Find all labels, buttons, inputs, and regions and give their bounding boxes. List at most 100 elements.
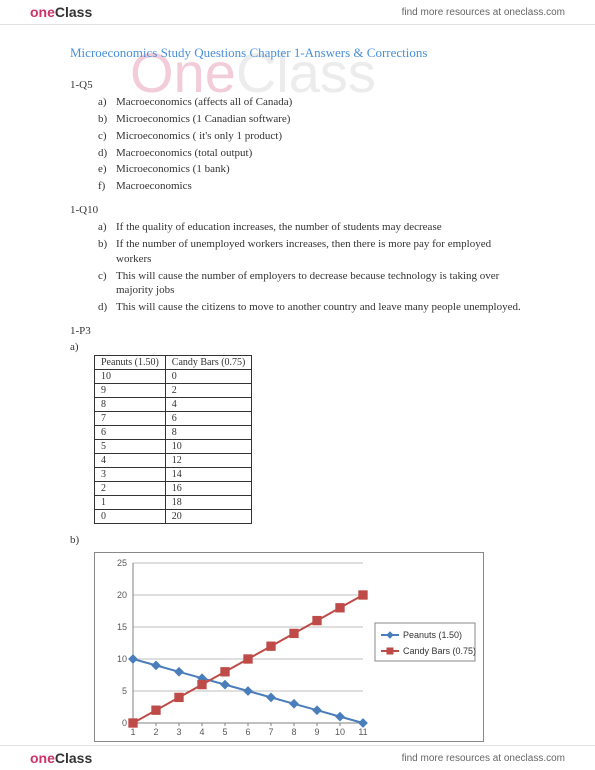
svg-text:6: 6 — [245, 727, 250, 737]
table-cell: 10 — [95, 370, 166, 384]
svg-text:5: 5 — [222, 727, 227, 737]
option-item: d)This will cause the citizens to move t… — [98, 300, 525, 315]
option-letter: c) — [98, 269, 116, 299]
option-letter: b) — [98, 237, 116, 267]
option-text: If the quality of education increases, t… — [116, 220, 442, 235]
logo-one-footer: one — [30, 750, 55, 766]
option-text: This will cause the number of employers … — [116, 269, 525, 299]
option-item: a)If the quality of education increases,… — [98, 220, 525, 235]
svg-text:10: 10 — [117, 654, 127, 664]
p3-a-label: a) — [70, 341, 94, 353]
table-header-cell: Candy Bars (0.75) — [165, 356, 252, 370]
svg-text:0: 0 — [122, 718, 127, 728]
p3-label: 1-P3 — [70, 325, 525, 337]
table-row: 020 — [95, 510, 252, 524]
option-item: c)This will cause the number of employer… — [98, 269, 525, 299]
table-cell: 18 — [165, 496, 252, 510]
table-cell: 0 — [165, 370, 252, 384]
table-row: 314 — [95, 468, 252, 482]
option-text: Macroeconomics (total output) — [116, 146, 252, 161]
table-cell: 5 — [95, 440, 166, 454]
option-item: d)Macroeconomics (total output) — [98, 146, 525, 161]
table-row: 100 — [95, 370, 252, 384]
option-text: Microeconomics (1 bank) — [116, 162, 230, 177]
table-cell: 7 — [95, 412, 166, 426]
table-cell: 3 — [95, 468, 166, 482]
table-cell: 20 — [165, 510, 252, 524]
option-text: If the number of unemployed workers incr… — [116, 237, 525, 267]
table-cell: 12 — [165, 454, 252, 468]
document-body: Microeconomics Study Questions Chapter 1… — [0, 25, 595, 752]
option-text: Microeconomics (1 Canadian software) — [116, 112, 290, 127]
option-letter: b) — [98, 112, 116, 127]
brand-logo: oneClass — [30, 4, 92, 20]
table-header-cell: Peanuts (1.50) — [95, 356, 166, 370]
option-item: b)Microeconomics (1 Canadian software) — [98, 112, 525, 127]
option-item: e)Microeconomics (1 bank) — [98, 162, 525, 177]
svg-text:20: 20 — [117, 590, 127, 600]
q10-options: a)If the quality of education increases,… — [98, 220, 525, 315]
table-cell: 2 — [95, 482, 166, 496]
table-row: 92 — [95, 384, 252, 398]
table-cell: 6 — [165, 412, 252, 426]
svg-text:4: 4 — [199, 727, 204, 737]
option-letter: e) — [98, 162, 116, 177]
table-cell: 4 — [165, 398, 252, 412]
option-letter: d) — [98, 300, 116, 315]
p3-chart: 0 5 10 15 20 25 1 2 3 4 5 6 7 8 9 10 11 Peanuts (1.50) Can… — [94, 552, 484, 742]
svg-text:5: 5 — [122, 686, 127, 696]
table-cell: 8 — [165, 426, 252, 440]
brand-logo-footer: oneClass — [30, 750, 92, 766]
svg-text:1: 1 — [130, 727, 135, 737]
option-item: f)Macroeconomics — [98, 179, 525, 194]
table-row: 510 — [95, 440, 252, 454]
table-cell: 9 — [95, 384, 166, 398]
table-cell: 0 — [95, 510, 166, 524]
option-text: This will cause the citizens to move to … — [116, 300, 521, 315]
footer-link[interactable]: find more resources at oneclass.com — [402, 753, 565, 764]
svg-text:9: 9 — [314, 727, 319, 737]
table-row: 76 — [95, 412, 252, 426]
table-row: 84 — [95, 398, 252, 412]
q10-label: 1-Q10 — [70, 204, 525, 216]
table-row: 216 — [95, 482, 252, 496]
option-letter: a) — [98, 220, 116, 235]
svg-text:3: 3 — [176, 727, 181, 737]
p3-b-label: b) — [70, 534, 94, 546]
table-header-row: Peanuts (1.50)Candy Bars (0.75) — [95, 356, 252, 370]
table-cell: 14 — [165, 468, 252, 482]
table-cell: 6 — [95, 426, 166, 440]
table-row: 412 — [95, 454, 252, 468]
option-text: Macroeconomics (affects all of Canada) — [116, 95, 292, 110]
svg-text:7: 7 — [268, 727, 273, 737]
option-item: c)Microeconomics ( it's only 1 product) — [98, 129, 525, 144]
svg-text:Peanuts (1.50): Peanuts (1.50) — [403, 630, 462, 640]
option-item: a)Macroeconomics (affects all of Canada) — [98, 95, 525, 110]
p3-table: Peanuts (1.50)Candy Bars (0.75) 10092847… — [94, 355, 252, 524]
option-letter: d) — [98, 146, 116, 161]
header-link[interactable]: find more resources at oneclass.com — [402, 7, 565, 18]
table-cell: 8 — [95, 398, 166, 412]
q5-label: 1-Q5 — [70, 79, 525, 91]
svg-text:Candy Bars (0.75): Candy Bars (0.75) — [403, 646, 476, 656]
table-row: 118 — [95, 496, 252, 510]
svg-text:2: 2 — [153, 727, 158, 737]
svg-text:11: 11 — [358, 727, 367, 737]
svg-text:15: 15 — [117, 622, 127, 632]
table-cell: 4 — [95, 454, 166, 468]
svg-text:8: 8 — [291, 727, 296, 737]
logo-class: Class — [55, 4, 92, 20]
page-header: oneClass find more resources at oneclass… — [0, 0, 595, 25]
table-cell: 10 — [165, 440, 252, 454]
table-cell: 16 — [165, 482, 252, 496]
logo-class-footer: Class — [55, 750, 92, 766]
table-cell: 1 — [95, 496, 166, 510]
logo-one: one — [30, 4, 55, 20]
page-footer: oneClass find more resources at oneclass… — [0, 745, 595, 770]
option-letter: a) — [98, 95, 116, 110]
q5-options: a)Macroeconomics (affects all of Canada)… — [98, 95, 525, 194]
option-letter: f) — [98, 179, 116, 194]
svg-text:10: 10 — [335, 727, 345, 737]
svg-text:25: 25 — [117, 558, 127, 568]
chart-svg: 0 5 10 15 20 25 1 2 3 4 5 6 7 8 9 10 11 Peanuts (1.50) Can… — [95, 553, 485, 743]
